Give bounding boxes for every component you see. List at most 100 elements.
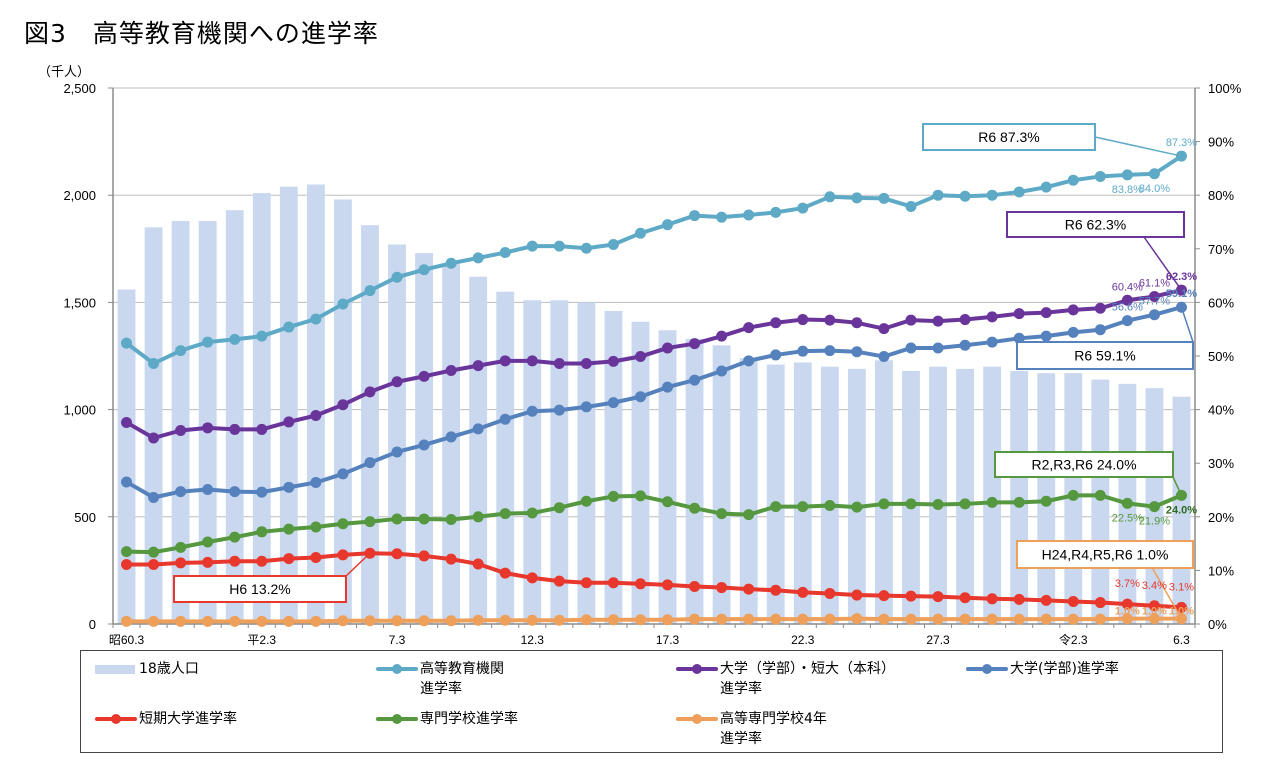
data-label: 84.0%	[1139, 183, 1170, 195]
bar-18yo-population	[388, 244, 406, 624]
series-point	[445, 431, 457, 443]
data-label: 1.0%	[1115, 606, 1140, 618]
series-point	[445, 615, 457, 627]
series-point	[932, 498, 944, 510]
series-point	[580, 495, 592, 507]
series-point	[770, 349, 782, 361]
series-point	[905, 590, 917, 602]
series-line	[125, 288, 1182, 441]
right-tick-label: 20%	[1208, 510, 1234, 525]
series-point	[283, 615, 295, 627]
bar-18yo-population	[766, 364, 785, 624]
series-point	[770, 317, 782, 329]
series-point	[499, 614, 511, 626]
left-tick-label: 500	[74, 510, 96, 525]
series-point	[499, 413, 511, 425]
series-point	[256, 423, 268, 435]
series-point	[634, 391, 646, 403]
series-point	[553, 404, 565, 416]
series-point	[337, 549, 349, 561]
series-point	[526, 240, 538, 252]
series-point	[1013, 186, 1025, 198]
bar-18yo-population	[793, 362, 812, 624]
series-point	[1067, 174, 1079, 186]
bar-18yo-population	[658, 330, 677, 624]
chart-title: 図3 高等教育機関への進学率	[24, 19, 379, 48]
bar-18yo-population	[956, 368, 975, 624]
series-point	[148, 546, 160, 558]
series-point	[905, 613, 917, 625]
bar-18yo-population	[361, 225, 379, 624]
series-point	[553, 575, 565, 587]
series-point	[716, 211, 728, 223]
series-point	[662, 496, 674, 508]
series-point	[770, 206, 782, 218]
series-point	[797, 202, 809, 214]
series-point	[716, 330, 728, 342]
series-point	[1067, 489, 1079, 501]
bar-18yo-population	[550, 300, 569, 624]
series-point	[607, 577, 619, 589]
series-point	[1094, 613, 1106, 625]
x-tick-label: 昭60.3	[109, 633, 145, 647]
series-point	[1067, 326, 1079, 338]
series-point	[175, 486, 187, 498]
series-point	[743, 209, 755, 221]
legend-label: 高等教育機関 進学率	[420, 661, 504, 697]
series-point	[364, 615, 376, 627]
series-point	[607, 614, 619, 626]
data-label: 83.8%	[1112, 184, 1143, 196]
series-point	[553, 614, 565, 626]
series-point	[526, 572, 538, 584]
series-point	[986, 311, 998, 323]
callout-label: R6 62.3%	[1065, 217, 1126, 233]
series-point	[607, 397, 619, 409]
legend-swatch	[95, 709, 137, 729]
series-point	[716, 365, 728, 377]
series-point	[1013, 593, 1025, 605]
series-point	[797, 314, 809, 326]
series-point	[1040, 330, 1052, 342]
series-point	[1013, 308, 1025, 320]
series-point	[445, 553, 457, 565]
legend-label: 18歳人口	[139, 661, 199, 677]
series-point	[229, 531, 241, 543]
series-point	[1094, 597, 1106, 609]
series-point	[202, 336, 214, 348]
data-label: 3.1%	[1169, 581, 1194, 593]
series-point	[418, 615, 430, 627]
series-point	[1148, 613, 1160, 625]
series-point	[391, 548, 403, 560]
series-point	[256, 330, 268, 342]
left-tick-label: 2,500	[63, 81, 96, 96]
data-label: 24.0%	[1166, 504, 1197, 516]
series-point	[905, 498, 917, 510]
x-tick-label: 7.3	[389, 633, 406, 647]
series-point	[256, 615, 268, 627]
series-point	[851, 317, 863, 329]
legend-label: 大学(学部)進学率	[1010, 661, 1119, 677]
series-point	[689, 374, 701, 386]
series-point	[689, 580, 701, 592]
legend-swatch	[95, 659, 137, 679]
bar-18yo-population	[523, 300, 542, 624]
chart-plot: 0 500 1,000 1,500 2,000 2,500 （千人） 0% 10% 20% 30% 4…	[38, 64, 1242, 647]
bar-18yo-population	[252, 193, 271, 624]
series-point	[932, 613, 944, 625]
left-tick-label: 0	[89, 617, 96, 632]
series-point	[526, 614, 538, 626]
bar-18yo-population	[604, 310, 623, 624]
series-point	[959, 498, 971, 510]
series-point	[743, 322, 755, 334]
legend-label: 高等専門学校4年 進学率	[720, 711, 827, 747]
series-point	[851, 346, 863, 358]
callout-leader	[1094, 136, 1182, 157]
series-point	[121, 476, 133, 488]
x-tick-label: 平2.3	[247, 633, 276, 647]
series-point	[1175, 601, 1187, 613]
series-point	[959, 613, 971, 625]
series-point	[824, 345, 836, 357]
bar-18yo-population	[171, 220, 190, 625]
data-label: 59.1%	[1166, 288, 1197, 300]
series-point	[202, 615, 214, 627]
